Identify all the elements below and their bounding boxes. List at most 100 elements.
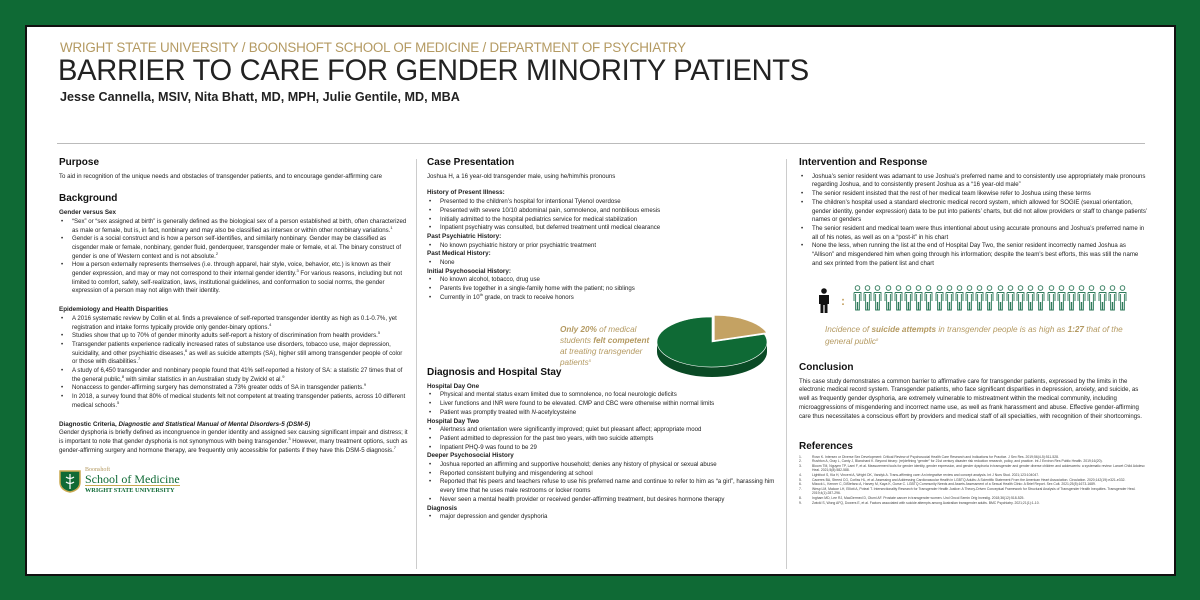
bullet-item: A 2016 systematic review by Collin et al… — [59, 315, 409, 332]
text: None — [440, 259, 455, 267]
logo-line-2: School of Medicine — [85, 472, 180, 487]
person-transgender-icon — [975, 285, 984, 316]
text: The senior resident insisted that the re… — [812, 190, 1091, 198]
text: Transgender patients experience radicall… — [72, 340, 391, 357]
citation: 6 — [185, 347, 188, 353]
bullet-item: Inpatient psychiatry was consulted, but … — [427, 224, 782, 233]
citation: 8 — [875, 336, 879, 342]
text: of medical students — [560, 325, 637, 345]
reference-item: Wesp LM, Malcoe LH, Elliott A, Poteat T.… — [799, 487, 1149, 496]
epidemiology-heading: Epidemiology and Health Disparities — [59, 306, 169, 314]
bullet-item: The senior resident and medical team wer… — [799, 225, 1149, 242]
bullet-item: Alertness and orientation were significa… — [427, 426, 782, 435]
text: A 2016 systematic review by Collin et al… — [72, 314, 397, 331]
bullet-item: Studies show that up to 70% of gender mi… — [59, 330, 409, 341]
text: In 2018, a survey found that 80% of medi… — [72, 393, 406, 409]
bold-text: Diagnostic Criteria, — [59, 420, 119, 428]
diagnosis-section: Diagnosis and Hospital Stay Hospital Day… — [427, 367, 782, 522]
text: at treating transgender patients — [560, 347, 643, 367]
bold-text: Only 20% — [560, 325, 597, 334]
bullet-item: The children’s hospital used a standard … — [799, 199, 1149, 225]
person-transgender-icon — [1077, 285, 1086, 316]
citation: 9 — [363, 382, 367, 388]
purpose-text: To aid in recognition of the unique need… — [59, 172, 383, 180]
italic-text: Diagnostic and Statistical Manual of Men… — [118, 420, 311, 428]
subsection-heading: Diagnosis — [427, 504, 458, 512]
text: with similar statistics in an Australian… — [124, 375, 283, 383]
bullet-item: Transgender patients experience radicall… — [59, 341, 409, 367]
text: For various reasons, including but not l… — [72, 270, 403, 295]
bullet-item: The senior resident insisted that the re… — [799, 190, 1149, 199]
subsection-list: No known psychiatric history or prior ps… — [427, 242, 782, 251]
person-transgender-icon — [1036, 285, 1045, 316]
bullet-item: major depression and gender dysphoria — [427, 513, 782, 522]
person-transgender-icon — [965, 285, 974, 316]
text: Joshua reported an affirming and support… — [440, 461, 717, 469]
citation: 7 — [138, 356, 141, 362]
italic-text: N — [531, 408, 536, 416]
text: grade, on track to receive honors — [482, 293, 574, 301]
column-divider — [786, 159, 787, 569]
bullet-item: Joshua reported an affirming and support… — [427, 461, 782, 470]
case-heading: Case Presentation — [427, 157, 515, 168]
transgender-icons — [853, 285, 1127, 316]
subsection-heading: Initial Psychosocial History: — [427, 267, 511, 275]
bullet-item: Presented with severe 10/10 abdominal pa… — [427, 207, 782, 216]
purpose-heading: Purpose — [59, 157, 100, 168]
poster: WRIGHT STATE UNIVERSITY / BOONSHOFT SCHO… — [25, 25, 1176, 576]
citation: 3 — [288, 435, 291, 441]
reference-item: Rosn K. Intersex or Diverse Sex Developm… — [799, 455, 1149, 460]
person-transgender-icon — [904, 285, 913, 316]
citation: 5 — [588, 358, 591, 363]
text: Presented to the children’s hospital for… — [440, 198, 621, 206]
bullet-item: Joshua’s senior resident was adamant to … — [799, 173, 1149, 190]
person-transgender-icon — [884, 285, 893, 316]
text: None the less, when running the list at … — [812, 242, 1139, 267]
person-transgender-icon — [1087, 285, 1096, 316]
pie-slice-not-competent — [656, 316, 768, 368]
bullet-item: A study of 6,450 transgender and nonbina… — [59, 367, 409, 384]
text: However, many treatment options, such as… — [59, 437, 408, 454]
text: Inpatient PHQ-9 was found to be 29 — [440, 443, 537, 451]
person-general-public-icon — [819, 287, 829, 313]
logo-line-3: WRIGHT STATE UNIVERSITY — [85, 487, 175, 495]
poster-title: BARRIER TO CARE FOR GENDER MINORITY PATI… — [58, 54, 809, 87]
text: -acetylcysteine — [535, 408, 577, 416]
person-transgender-icon — [945, 285, 954, 316]
pie-slice-felt-competent — [714, 315, 768, 341]
bullet-item: Currently in 10th grade, on track to rec… — [427, 292, 782, 303]
person-transgender-icon — [1057, 285, 1066, 316]
organization-line: WRIGHT STATE UNIVERSITY / BOONSHOFT SCHO… — [60, 40, 686, 55]
reference-item: Bloom TM, Nguyen TP, Lami F, et al. Meas… — [799, 464, 1149, 473]
person-transgender-icon — [1098, 285, 1107, 316]
person-transgender-icon — [985, 285, 994, 316]
bullet-item: Patient admitted to depression for the p… — [427, 435, 782, 444]
citation: 1 — [390, 224, 393, 230]
bullet-item: Initially admitted to the hospital pedia… — [427, 216, 782, 225]
text: Physical and mental status exam limited … — [440, 391, 677, 399]
bold-text: felt competent — [593, 336, 650, 345]
subsection-list: Presented to the children’s hospital for… — [427, 198, 782, 233]
bullet-item: No known psychiatric history or prior ps… — [427, 242, 782, 251]
references-section: References Rosn K. Intersex or Diverse S… — [799, 441, 1149, 505]
reference-item: Zwickl S, Wong AFQ, Dowers E, et al. Fac… — [799, 501, 1149, 506]
case-sections: History of Present Illness:Presented to … — [427, 189, 782, 302]
case-intro: Joshua H, a 16 year-old transgender male… — [427, 172, 616, 180]
reference-item: Mizock L, Kenner C, DiStefano A, Harvey … — [799, 482, 1149, 487]
bullet-item: Reported that his peers and teachers ref… — [427, 478, 782, 495]
epidemiology-list: A 2016 systematic review by Collin et al… — [59, 315, 409, 411]
text: Alertness and orientation were significa… — [440, 426, 702, 434]
citation: 5 — [377, 330, 381, 336]
text: Presented with severe 10/10 abdominal pa… — [440, 206, 661, 214]
diagnosis-sections: Hospital Day OnePhysical and mental stat… — [427, 383, 782, 522]
conclusion-heading: Conclusion — [799, 362, 854, 373]
person-transgender-icon — [1016, 285, 1025, 316]
column-divider — [416, 159, 417, 569]
subsection-list: Alertness and orientation were significa… — [427, 426, 782, 452]
text: A study of 6,450 transgender and nonbina… — [72, 367, 403, 383]
bullet-item: Parents live together in a single-family… — [427, 285, 782, 294]
text: Reported consistent bullying and misgend… — [440, 469, 593, 477]
text: The children’s hospital used a standard … — [812, 198, 1148, 224]
citation: 9 — [282, 373, 285, 379]
text: The senior resident and medical team wer… — [812, 224, 1145, 241]
